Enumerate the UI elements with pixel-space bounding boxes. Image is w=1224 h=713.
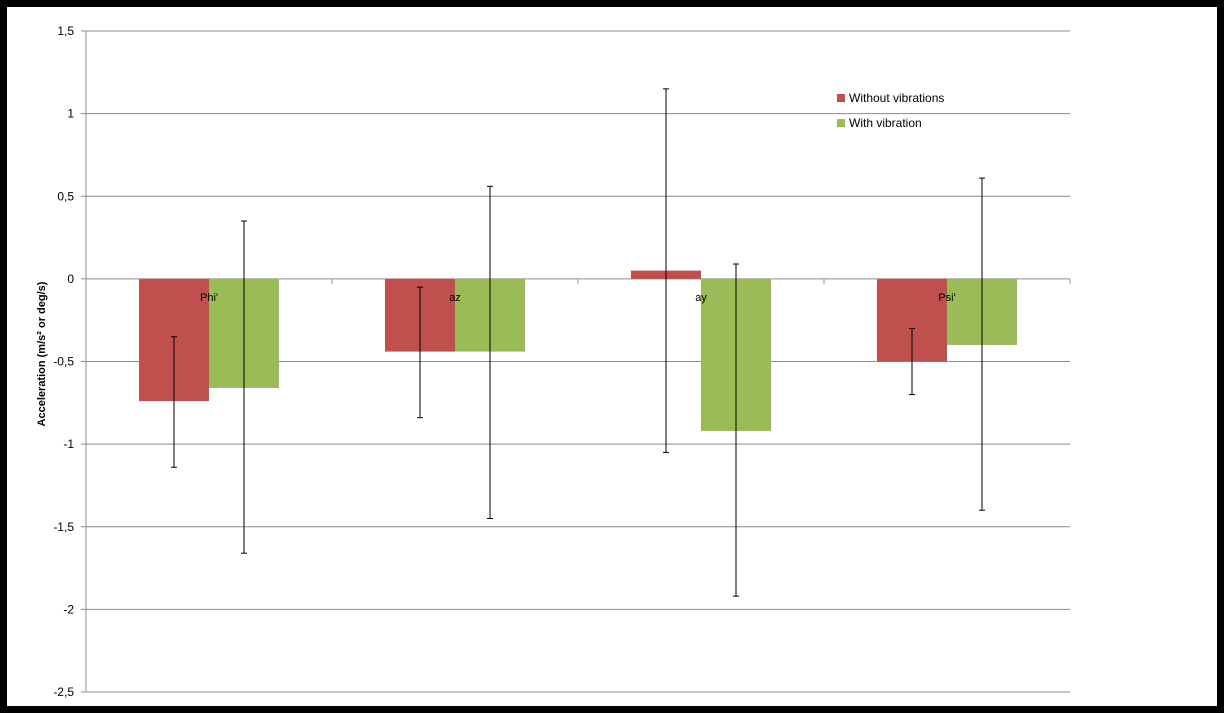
category-label: ay	[695, 292, 707, 304]
labels: Phi' az ay Psi'	[200, 292, 956, 304]
category-label: Phi'	[200, 292, 218, 304]
axes: 1,5 1 0,5 0 -0,5 -1 -1,5 -2 -2,5	[53, 24, 1071, 699]
y-axis-title: Acceleration (m/s² or deg/s)	[36, 281, 48, 426]
y-tick-label: 1,5	[57, 24, 74, 38]
category-label: Psi'	[938, 292, 955, 304]
y-tick-label: -1	[63, 437, 74, 451]
bar-chart: 1,5 1 0,5 0 -0,5 -1 -1,5 -2 -2,5 Phi' az ay Psi' Ac…	[7, 7, 1217, 706]
y-tick-label: -0,5	[53, 355, 74, 369]
y-tick-label: 0	[67, 272, 74, 286]
legend-label: With vibration	[849, 116, 922, 130]
y-tick-label: -1,5	[53, 520, 74, 534]
legend-swatch	[837, 119, 845, 127]
category-label: az	[449, 292, 461, 304]
legend-label: Without vibrations	[849, 91, 944, 105]
legend: Without vibrations With vibration	[837, 91, 944, 130]
y-tick-label: -2,5	[53, 685, 74, 699]
y-tick-label: 0,5	[57, 189, 74, 203]
error-bars	[171, 88, 985, 597]
y-tick-label: -2	[63, 602, 74, 616]
y-tick-label: 1	[67, 107, 74, 121]
legend-swatch	[837, 94, 845, 102]
